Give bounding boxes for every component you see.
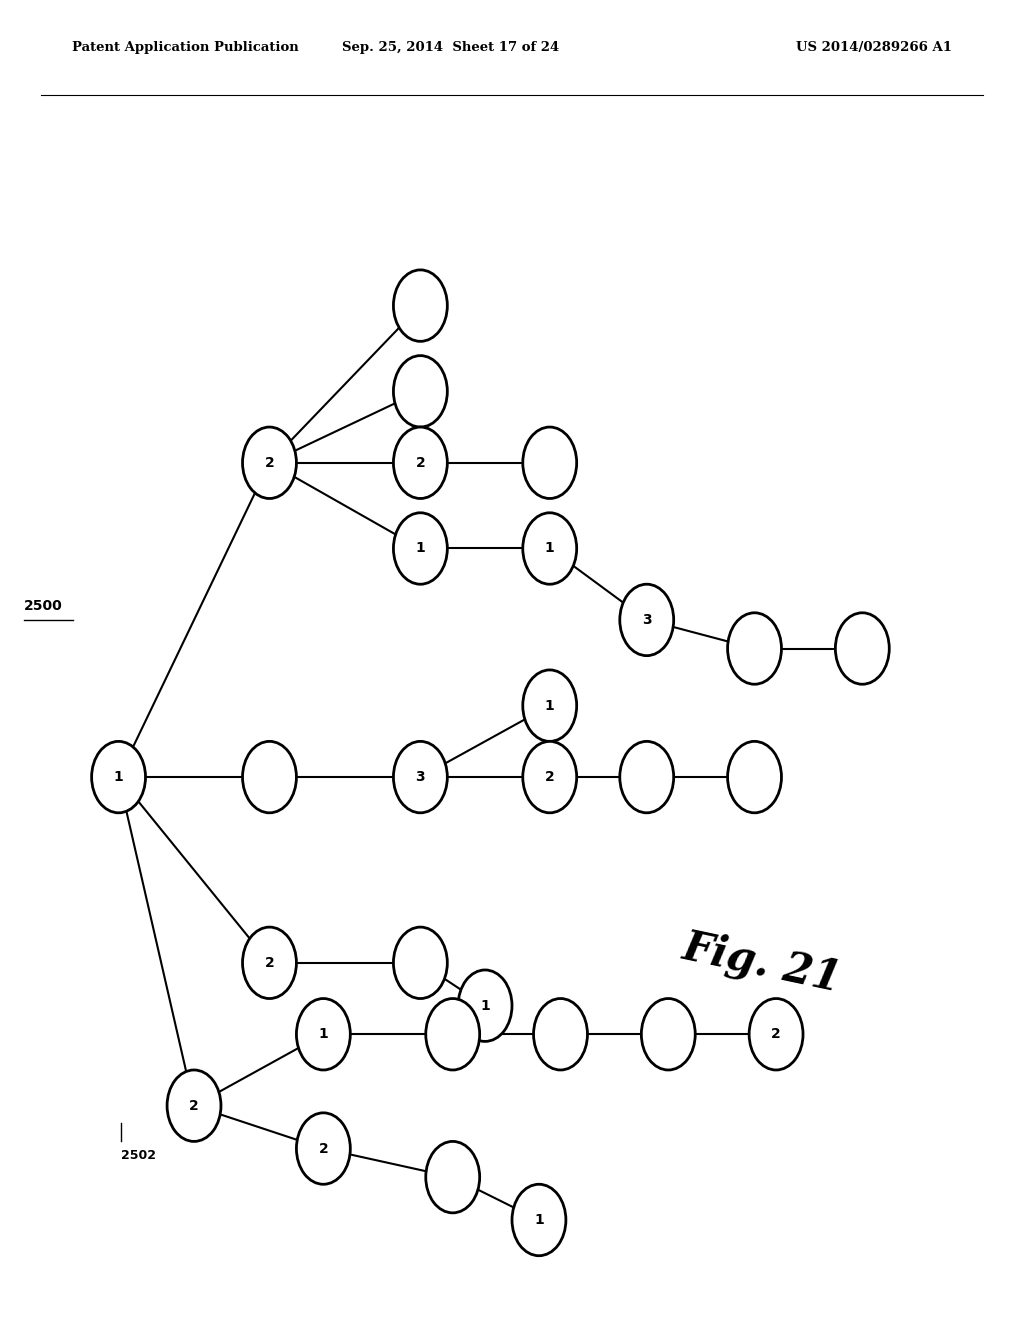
Circle shape	[296, 1113, 350, 1184]
Circle shape	[393, 428, 447, 499]
Circle shape	[243, 742, 296, 813]
Text: 1: 1	[318, 1027, 329, 1041]
Circle shape	[426, 998, 479, 1071]
Text: 1: 1	[545, 541, 555, 556]
Circle shape	[393, 269, 447, 342]
Text: 2: 2	[318, 1142, 329, 1155]
Circle shape	[393, 512, 447, 585]
Circle shape	[523, 512, 577, 585]
Circle shape	[750, 998, 803, 1071]
Text: 3: 3	[416, 770, 425, 784]
Circle shape	[91, 742, 145, 813]
Text: 2: 2	[189, 1098, 199, 1113]
Circle shape	[512, 1184, 566, 1255]
Text: Fig. 21: Fig. 21	[679, 925, 846, 1001]
Text: 2: 2	[545, 770, 555, 784]
Circle shape	[728, 612, 781, 684]
Text: 1: 1	[545, 698, 555, 713]
Text: 2500: 2500	[24, 599, 62, 612]
Circle shape	[243, 428, 296, 499]
Circle shape	[534, 998, 588, 1071]
Circle shape	[728, 742, 781, 813]
Text: 2: 2	[264, 455, 274, 470]
Text: 1: 1	[480, 999, 489, 1012]
Text: 1: 1	[416, 541, 425, 556]
Circle shape	[620, 742, 674, 813]
Circle shape	[458, 970, 512, 1041]
Text: 1: 1	[114, 770, 124, 784]
Text: 1: 1	[535, 1213, 544, 1228]
Text: Sep. 25, 2014  Sheet 17 of 24: Sep. 25, 2014 Sheet 17 of 24	[342, 41, 559, 54]
Text: Patent Application Publication: Patent Application Publication	[72, 41, 298, 54]
Circle shape	[393, 927, 447, 998]
Circle shape	[620, 585, 674, 656]
Circle shape	[523, 671, 577, 742]
Circle shape	[426, 1142, 479, 1213]
Text: US 2014/0289266 A1: US 2014/0289266 A1	[797, 41, 952, 54]
Text: 3: 3	[642, 612, 651, 627]
Circle shape	[836, 612, 889, 684]
Circle shape	[243, 927, 296, 998]
Circle shape	[641, 998, 695, 1071]
Circle shape	[167, 1071, 221, 1142]
Circle shape	[523, 742, 577, 813]
Circle shape	[393, 355, 447, 428]
Text: 2502: 2502	[121, 1150, 156, 1162]
Circle shape	[523, 428, 577, 499]
Text: 2: 2	[416, 455, 425, 470]
Circle shape	[393, 742, 447, 813]
Text: 2: 2	[264, 956, 274, 970]
Text: 2: 2	[771, 1027, 781, 1041]
Circle shape	[296, 998, 350, 1071]
